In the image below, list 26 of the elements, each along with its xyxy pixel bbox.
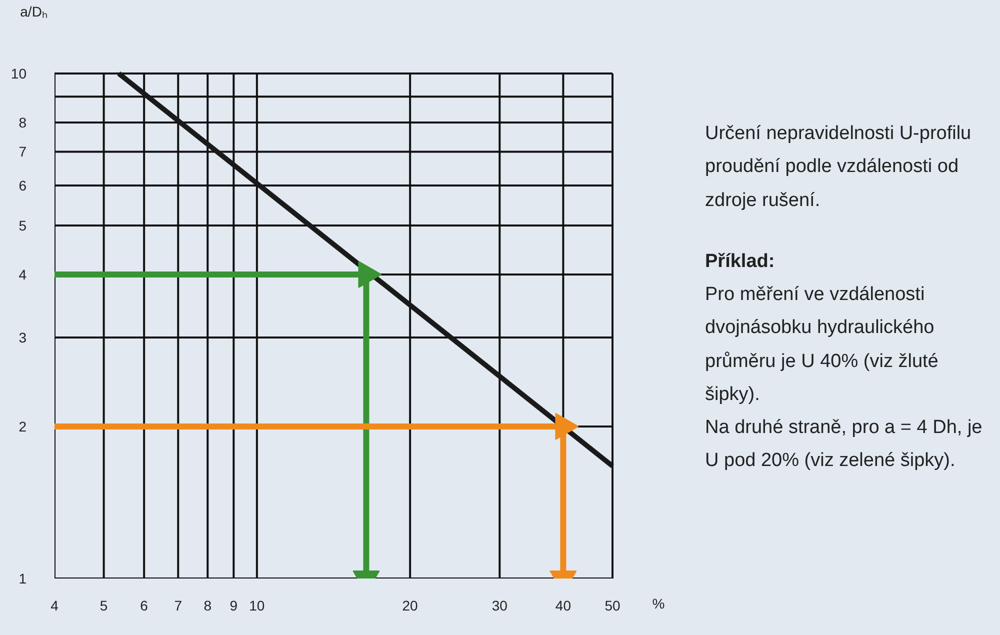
x-tick-label: 7 (174, 598, 182, 614)
text: Příklad: (705, 250, 776, 274)
x-tick-label: 5 (100, 598, 108, 614)
y-tick-label: 4 (18, 266, 27, 282)
text: Pro měření ve vzdálenosti dvojnásobku hydraulického průměru je U 40% (viz žluté šipky). (705, 283, 940, 407)
x-tick-label: 50 (604, 598, 620, 614)
y-tick-label: 3 (18, 330, 27, 346)
x-tick-label: 30 (492, 598, 508, 614)
x-axis-title: % (652, 596, 665, 612)
x-tick-label: 20 (402, 598, 418, 614)
y-tick-label: 1 (18, 570, 27, 586)
x-tick-label: 8 (204, 598, 212, 614)
x-tick-label: 4 (50, 598, 59, 614)
y-tick-label: 2 (18, 418, 27, 434)
x-tick-label: 6 (140, 598, 148, 614)
x-tick-label: 40 (555, 598, 572, 614)
y-tick-label: 8 (18, 114, 27, 130)
y-tick-label: 7 (18, 144, 27, 160)
text: Na druhé straně, pro a = 4 Dh, je U pod 20% (viz zelené šipky). (705, 416, 984, 474)
y-tick-label: 5 (18, 218, 27, 234)
y-tick-label: 10 (10, 66, 27, 82)
y-axis-title: a/Dₕ (20, 4, 48, 20)
x-tick-label: 9 (230, 598, 238, 614)
y-tick-label: 6 (18, 178, 27, 194)
text: Určení nepravidelnosti U-profilu proudění podle vzdálenosti od zdroje rušení. (705, 122, 972, 212)
x-tick-label: 10 (249, 598, 265, 614)
